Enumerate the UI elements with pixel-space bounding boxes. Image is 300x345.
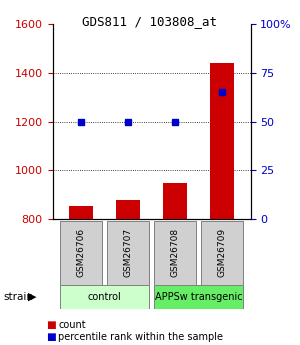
Text: control: control — [88, 292, 121, 302]
Bar — [69, 206, 93, 219]
Text: percentile rank within the sample: percentile rank within the sample — [58, 333, 224, 342]
Bar — [116, 199, 140, 219]
Text: count: count — [58, 320, 86, 330]
Bar — [60, 285, 149, 309]
Bar — [202, 221, 243, 285]
Text: GSM26708: GSM26708 — [171, 228, 180, 277]
Text: GSM26706: GSM26706 — [76, 228, 85, 277]
Text: ■: ■ — [46, 333, 56, 342]
Text: ■: ■ — [46, 320, 56, 330]
Bar — [154, 221, 196, 285]
Text: APPSw transgenic: APPSw transgenic — [155, 292, 242, 302]
Text: strain: strain — [3, 292, 33, 302]
Bar — [163, 183, 187, 219]
Text: GSM26709: GSM26709 — [218, 228, 227, 277]
Bar — [154, 285, 243, 309]
Text: GSM26707: GSM26707 — [123, 228, 132, 277]
Text: ▶: ▶ — [28, 292, 36, 302]
Bar — [210, 63, 234, 219]
Bar — [60, 221, 101, 285]
Text: GDS811 / 103808_at: GDS811 / 103808_at — [82, 16, 218, 29]
Bar — [107, 221, 149, 285]
